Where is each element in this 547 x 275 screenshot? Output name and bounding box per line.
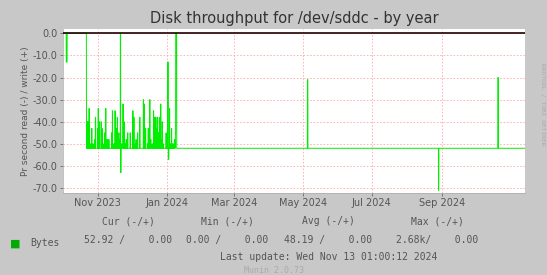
Text: 48.19 /    0.00: 48.19 / 0.00 [284,235,373,245]
Text: 2.68k/    0.00: 2.68k/ 0.00 [397,235,479,245]
Text: Cur (-/+): Cur (-/+) [102,216,155,226]
Text: 0.00 /    0.00: 0.00 / 0.00 [186,235,268,245]
Text: Min (-/+): Min (-/+) [201,216,253,226]
Text: Munin 2.0.73: Munin 2.0.73 [243,266,304,275]
Text: ■: ■ [10,238,20,248]
Text: Bytes: Bytes [30,238,60,248]
Text: Max (-/+): Max (-/+) [411,216,464,226]
Y-axis label: Pr second read (-) / write (+): Pr second read (-) / write (+) [21,46,30,175]
Text: Avg (-/+): Avg (-/+) [302,216,354,226]
Text: Last update: Wed Nov 13 01:00:12 2024: Last update: Wed Nov 13 01:00:12 2024 [219,252,437,262]
Text: 52.92 /    0.00: 52.92 / 0.00 [84,235,173,245]
Text: RRDTOOL / TOBI OETIKER: RRDTOOL / TOBI OETIKER [541,63,546,146]
Title: Disk throughput for /dev/sddc - by year: Disk throughput for /dev/sddc - by year [150,11,438,26]
